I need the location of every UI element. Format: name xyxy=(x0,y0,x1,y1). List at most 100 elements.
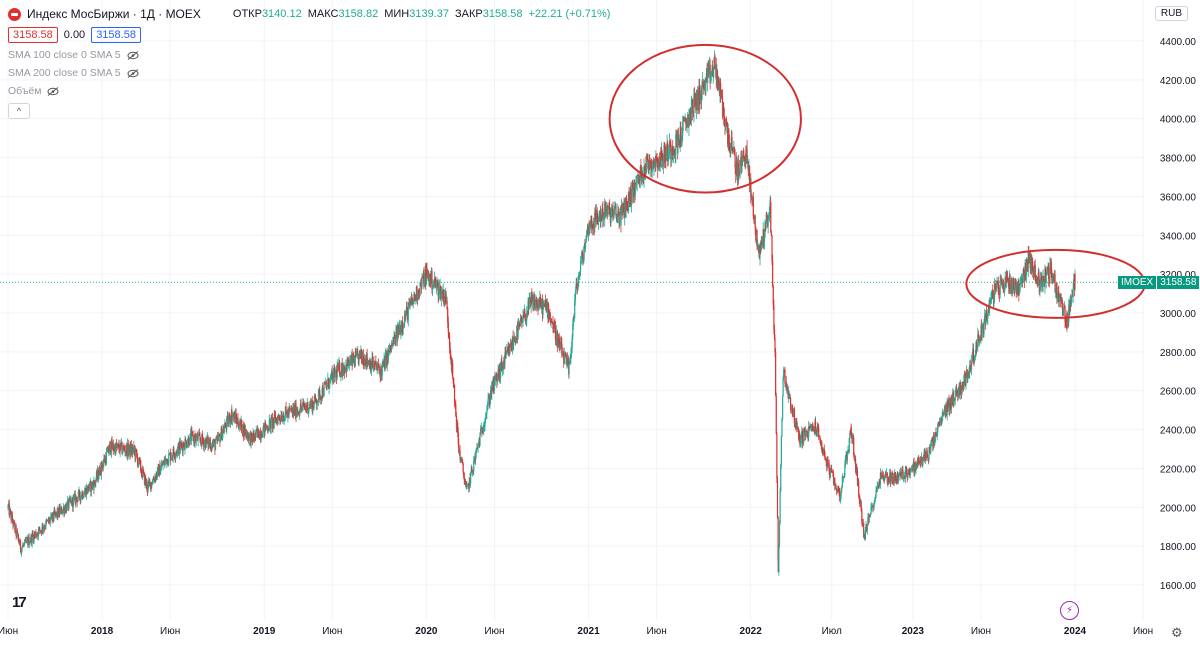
candle-body xyxy=(559,344,561,351)
candle-body xyxy=(479,433,481,446)
candle-body xyxy=(401,321,403,331)
candle-body xyxy=(901,469,903,471)
candle-body xyxy=(248,434,250,441)
candle-body xyxy=(596,211,598,221)
candle-body xyxy=(271,417,273,419)
candle-body xyxy=(901,470,903,479)
candle-body xyxy=(1035,277,1037,279)
candle-body xyxy=(264,423,266,434)
candle-body xyxy=(155,473,157,480)
candle-body xyxy=(571,336,573,348)
candle-body xyxy=(1006,272,1008,278)
candle-body xyxy=(883,477,885,480)
hidden-eye-icon[interactable] xyxy=(47,86,59,96)
candle-body xyxy=(194,435,196,444)
candle-body xyxy=(365,364,367,367)
currency-selector[interactable]: RUB xyxy=(1154,6,1188,21)
candle-body xyxy=(904,476,906,479)
candle-body xyxy=(716,70,719,91)
y-tick-label: 3000.00 xyxy=(1160,309,1197,320)
candle-body xyxy=(551,321,553,323)
candle-body xyxy=(809,427,812,429)
indicator-sma200[interactable]: SMA 200 close 0 SMA 5 xyxy=(8,67,610,79)
candle-body xyxy=(253,433,255,439)
sell-price-button[interactable]: 3158.58 xyxy=(8,27,58,43)
gear-icon[interactable]: ⚙ xyxy=(1171,625,1183,640)
candle-body xyxy=(314,395,316,399)
candle-body xyxy=(334,367,336,378)
candle-body xyxy=(54,512,56,515)
candle-body xyxy=(958,386,960,391)
candle-body xyxy=(350,355,353,360)
lightning-icon[interactable]: ⚡ xyxy=(1060,601,1079,620)
candle-body xyxy=(576,282,578,285)
candle-body xyxy=(317,400,319,403)
candle-body xyxy=(433,278,436,284)
candle-body xyxy=(308,408,310,410)
hidden-eye-icon[interactable] xyxy=(127,68,139,78)
candle-body xyxy=(261,437,264,438)
candle-body xyxy=(832,471,834,473)
candle-body xyxy=(128,450,130,455)
candle-body xyxy=(866,524,868,531)
candle-body xyxy=(255,432,257,437)
candle-body xyxy=(124,450,126,453)
candle-body xyxy=(945,407,947,417)
candle-body xyxy=(740,156,742,163)
candle-body xyxy=(889,472,891,484)
candle-body xyxy=(141,469,144,478)
candle-body xyxy=(693,94,696,101)
indicator-volume[interactable]: Объём xyxy=(8,85,610,97)
candle-body xyxy=(250,432,252,434)
candle-body xyxy=(160,466,162,471)
candle-body xyxy=(953,398,955,405)
candle-body xyxy=(628,192,630,200)
candle-body xyxy=(47,519,50,522)
candle-body xyxy=(77,491,79,499)
candle-body xyxy=(975,342,977,357)
candle-body xyxy=(55,511,58,515)
collapse-legend-button[interactable]: ^ xyxy=(8,103,30,119)
candle-body xyxy=(408,302,411,305)
candle-body xyxy=(702,81,704,87)
candle-body xyxy=(757,246,759,248)
candle-body xyxy=(753,215,755,217)
indicator-sma100[interactable]: SMA 100 close 0 SMA 5 xyxy=(8,49,610,61)
candle-body xyxy=(97,470,99,478)
candle-body xyxy=(245,429,247,436)
candle-body xyxy=(399,325,401,329)
symbol-title[interactable]: Индекс МосБиржи · 1Д · MOEX xyxy=(27,7,201,21)
candle-body xyxy=(611,208,613,210)
candle-body xyxy=(497,370,499,378)
candle-body xyxy=(577,282,579,289)
candle-body xyxy=(463,471,465,478)
candle-body xyxy=(297,411,299,413)
hidden-eye-icon[interactable] xyxy=(127,50,139,60)
candle-body xyxy=(435,282,437,288)
candle-body xyxy=(611,208,613,211)
candle-body xyxy=(483,426,485,430)
tradingview-logo[interactable]: 17 xyxy=(12,594,27,611)
candle-body xyxy=(520,318,522,320)
candle-body xyxy=(450,357,453,370)
candle-body xyxy=(69,498,71,502)
candle-body xyxy=(1058,297,1061,302)
price-tag-value: 3158.58 xyxy=(1157,276,1200,289)
candle-body xyxy=(238,426,240,429)
candle-body xyxy=(902,469,904,480)
candle-body xyxy=(811,425,814,427)
candle-body xyxy=(349,360,351,366)
candle-body xyxy=(345,363,347,369)
candle-body xyxy=(818,427,820,438)
candle-body xyxy=(95,479,97,484)
buy-price-button[interactable]: 3158.58 xyxy=(91,27,141,43)
candle-body xyxy=(115,443,117,455)
candle-body xyxy=(583,246,585,254)
candle-body xyxy=(564,353,567,356)
candle-body xyxy=(18,537,20,542)
candle-body xyxy=(619,212,621,215)
candle-body xyxy=(501,363,504,371)
candle-body xyxy=(362,355,364,361)
candle-body xyxy=(804,431,807,436)
